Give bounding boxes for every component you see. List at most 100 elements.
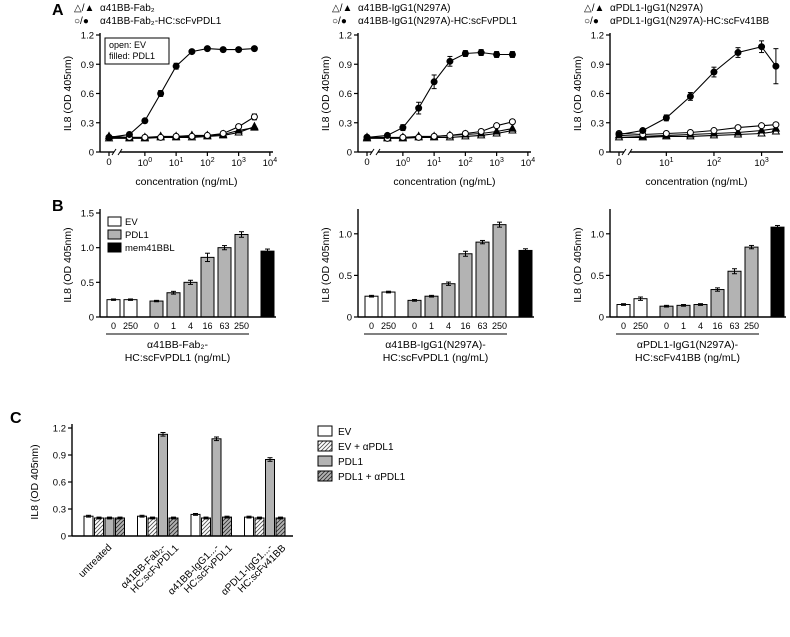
chart-a3-legend: △/▲ αPDL1-IgG1(N297A) ○/● αPDL1-IgG1(N297A… <box>584 2 788 28</box>
legend-entry: △/▲ α41BB-Fab₂ <box>74 2 278 15</box>
svg-text:1: 1 <box>429 321 434 331</box>
svg-text:250: 250 <box>744 321 759 331</box>
svg-text:0: 0 <box>89 313 94 324</box>
svg-text:0.3: 0.3 <box>591 118 604 129</box>
svg-text:0.9: 0.9 <box>53 451 66 462</box>
chart-a1-legend: △/▲ α41BB-Fab₂ ○/● α41BB-Fab₂-HC:scFvPDL1 <box>74 2 278 28</box>
circle-markers-icon: ○/● <box>332 16 347 27</box>
svg-text:α41BB-Fab₂-: α41BB-Fab₂- <box>147 339 208 351</box>
panel-a-chart3-cell: △/▲ αPDL1-IgG1(N297A) ○/● αPDL1-IgG1(N297A… <box>570 2 788 188</box>
svg-text:1.5: 1.5 <box>81 209 94 220</box>
svg-text:104: 104 <box>521 157 536 169</box>
line-chart-a2: 0 0.3 0.6 0.9 1.2 0 100 101 102 103 104 concentrati… <box>320 31 536 189</box>
svg-text:101: 101 <box>659 157 674 169</box>
panel-a-chart2-cell: △/▲ α41BB-IgG1(N297A) ○/● α41BB-IgG1(N297A… <box>318 2 536 188</box>
svg-text:αPDL1-IgG1(N297A)-: αPDL1-IgG1(N297A)- <box>637 339 739 351</box>
legend-entry: ○/● α41BB-IgG1(N297A)-HC:scFvPDL1 <box>332 15 536 28</box>
svg-text:IL8 (OD 405nm): IL8 (OD 405nm) <box>320 56 332 131</box>
svg-text:102: 102 <box>707 157 722 169</box>
svg-text:250: 250 <box>234 321 249 331</box>
svg-text:0: 0 <box>369 321 374 331</box>
svg-text:IL8 (OD 405nm): IL8 (OD 405nm) <box>62 227 74 302</box>
svg-text:0: 0 <box>61 532 66 543</box>
panel-a-label: A <box>52 2 64 19</box>
legend-label: αPDL1-IgG1(N297A) <box>610 3 704 14</box>
svg-text:250: 250 <box>123 321 138 331</box>
svg-text:63: 63 <box>477 321 487 331</box>
legend-label: α41BB-IgG1(N297A) <box>358 3 451 14</box>
legend-entry: ○/● αPDL1-IgG1(N297A)-HC:scFv41BB <box>584 15 788 28</box>
circle-markers-icon: ○/● <box>584 16 599 27</box>
legend-entry: △/▲ αPDL1-IgG1(N297A) <box>584 2 788 15</box>
svg-text:0.6: 0.6 <box>591 89 604 100</box>
svg-text:103: 103 <box>754 157 769 169</box>
legend-entry: △/▲ α41BB-IgG1(N297A) <box>332 2 536 15</box>
svg-text:0.5: 0.5 <box>81 278 94 289</box>
svg-text:4: 4 <box>188 321 193 331</box>
svg-text:mem41BBL: mem41BBL <box>125 243 175 254</box>
svg-text:IL8 (OD 405nm): IL8 (OD 405nm) <box>29 444 41 519</box>
svg-text:0: 0 <box>616 157 621 168</box>
svg-text:filled: PDL1: filled: PDL1 <box>109 51 155 61</box>
svg-text:4: 4 <box>698 321 703 331</box>
svg-text:HC:scFvPDL1 (ng/mL): HC:scFvPDL1 (ng/mL) <box>383 352 489 364</box>
svg-text:0: 0 <box>111 321 116 331</box>
svg-text:1.2: 1.2 <box>339 31 352 42</box>
svg-text:untreated: untreated <box>77 542 115 580</box>
panel-b-chart2-cell: 0 0.5 1.0 IL8 (OD 405nm) 0 250 0 1 4 16 63 250 α41BB… <box>318 205 536 373</box>
legend-entry: ○/● α41BB-Fab₂-HC:scFvPDL1 <box>74 15 278 28</box>
svg-text:concentration (ng/mL): concentration (ng/mL) <box>135 176 237 188</box>
svg-text:EV + αPDL1: EV + αPDL1 <box>338 442 394 453</box>
svg-text:EV: EV <box>338 427 352 438</box>
svg-text:1.2: 1.2 <box>53 424 66 435</box>
svg-text:0.9: 0.9 <box>591 60 604 71</box>
svg-text:1: 1 <box>171 321 176 331</box>
svg-text:PDL1 + αPDL1: PDL1 + αPDL1 <box>338 472 406 483</box>
svg-text:4: 4 <box>446 321 451 331</box>
svg-text:0.3: 0.3 <box>81 118 94 129</box>
svg-text:α41BB-IgG1(N297A)-: α41BB-IgG1(N297A)- <box>385 339 486 351</box>
svg-text:0: 0 <box>347 148 352 159</box>
panel-a-chart1-cell: △/▲ α41BB-Fab₂ ○/● α41BB-Fab₂-HC:scFvPDL1 … <box>60 2 278 188</box>
panel-c-chart-cell: 0 0.3 0.6 0.9 1.2 IL8 (OD 405nm) untreated α41B… <box>26 418 466 633</box>
svg-text:1.2: 1.2 <box>81 31 94 42</box>
svg-text:1.0: 1.0 <box>591 229 604 240</box>
svg-text:IL8 (OD 405nm): IL8 (OD 405nm) <box>572 56 584 131</box>
svg-text:104: 104 <box>263 157 278 169</box>
line-chart-a3: 0 0.3 0.6 0.9 1.2 0 101 102 103 concentration (ng… <box>572 31 783 188</box>
svg-text:63: 63 <box>729 321 739 331</box>
svg-text:0: 0 <box>599 148 604 159</box>
svg-text:0.9: 0.9 <box>339 60 352 71</box>
svg-text:concentration (ng/mL): concentration (ng/mL) <box>645 176 747 188</box>
triangle-markers-icon: △/▲ <box>74 3 95 14</box>
svg-text:0.6: 0.6 <box>81 89 94 100</box>
svg-text:concentration (ng/mL): concentration (ng/mL) <box>393 176 495 188</box>
svg-text:0: 0 <box>599 313 604 324</box>
svg-text:1.0: 1.0 <box>81 243 94 254</box>
svg-text:102: 102 <box>458 157 473 169</box>
svg-text:0.6: 0.6 <box>53 478 66 489</box>
svg-text:16: 16 <box>712 321 722 331</box>
panel-c-label: C <box>10 410 22 427</box>
svg-text:1: 1 <box>681 321 686 331</box>
svg-text:63: 63 <box>219 321 229 331</box>
svg-text:PDL1: PDL1 <box>338 457 363 468</box>
svg-text:0.3: 0.3 <box>339 118 352 129</box>
svg-text:0: 0 <box>347 313 352 324</box>
legend-label: α41BB-Fab₂-HC:scFvPDL1 <box>100 16 222 27</box>
svg-text:0.5: 0.5 <box>591 271 604 282</box>
svg-text:IL8 (OD 405nm): IL8 (OD 405nm) <box>572 227 584 302</box>
svg-text:0: 0 <box>664 321 669 331</box>
svg-text:0.3: 0.3 <box>53 505 66 516</box>
chart-a2-legend: △/▲ α41BB-IgG1(N297A) ○/● α41BB-IgG1(N297A… <box>332 2 536 28</box>
bar-chart-b1: 0 0.5 1.0 1.5 IL8 (OD 405nm) 0 250 0 1 4 16 63 250 α4… <box>62 209 276 364</box>
svg-text:100: 100 <box>138 157 153 169</box>
svg-text:101: 101 <box>169 157 184 169</box>
svg-text:102: 102 <box>200 157 215 169</box>
svg-text:250: 250 <box>633 321 648 331</box>
svg-text:IL8 (OD 405nm): IL8 (OD 405nm) <box>320 227 332 302</box>
svg-text:1.0: 1.0 <box>339 229 352 240</box>
svg-text:103: 103 <box>231 157 246 169</box>
